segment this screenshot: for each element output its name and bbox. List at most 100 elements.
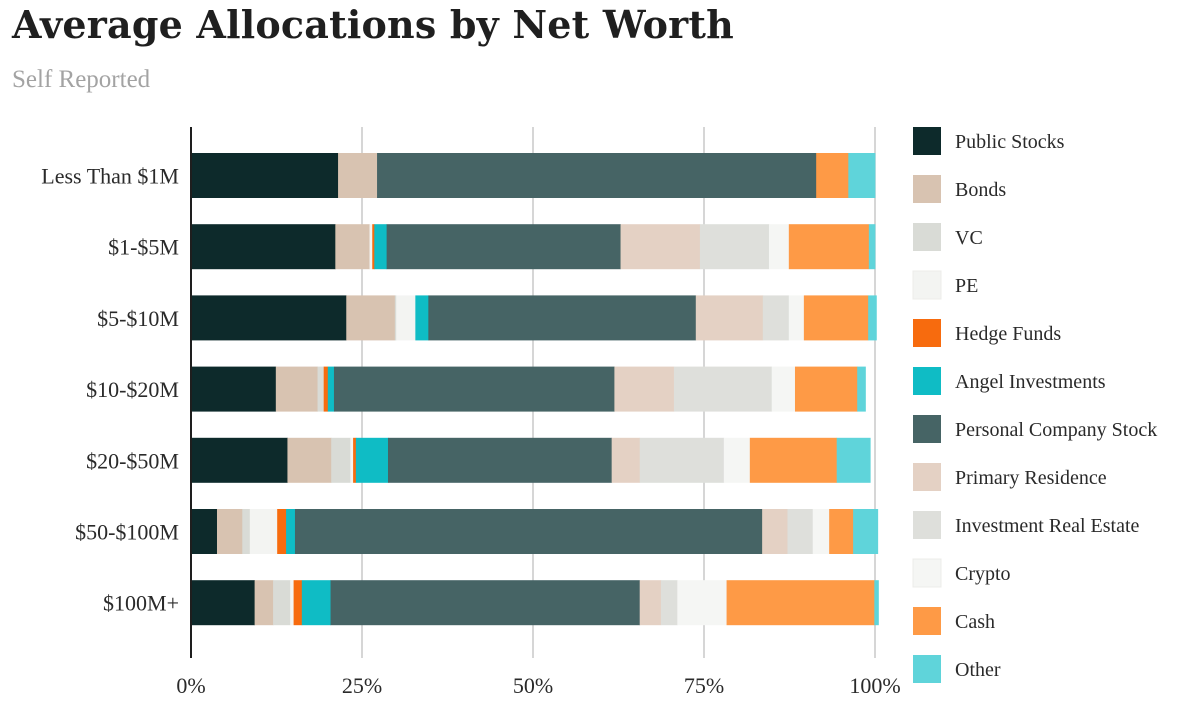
bar-segment: [331, 437, 351, 483]
bar-segment: [191, 509, 218, 554]
bar-segment: [369, 224, 373, 270]
bar-segment: [394, 295, 397, 341]
category-label: $100M+: [103, 591, 179, 616]
bar-segment: [216, 509, 243, 554]
x-tick-label: 75%: [684, 673, 724, 698]
category-label: $1-$5M: [108, 235, 179, 260]
bar-segment: [812, 509, 830, 554]
legend-label: Cash: [955, 611, 995, 633]
legend-label: Investment Real Estate: [955, 515, 1140, 537]
bar-segment: [726, 580, 875, 626]
bar-segment: [353, 437, 357, 483]
bar-segment: [377, 153, 817, 198]
x-tick-label: 50%: [513, 673, 553, 698]
legend-label: Angel Investments: [955, 371, 1106, 393]
bar-segment: [301, 580, 331, 626]
bar-segment: [191, 580, 256, 626]
bar-segment: [677, 580, 727, 626]
bar-segment: [787, 509, 814, 554]
bar-segment: [346, 295, 396, 341]
bar-segment: [788, 295, 805, 341]
x-tick-label: 25%: [342, 673, 382, 698]
bar-segment: [338, 153, 378, 198]
legend-swatch: [913, 175, 941, 203]
legend-swatch: [912, 558, 942, 588]
bar-segment: [868, 295, 877, 341]
category-label: $10-$20M: [86, 377, 179, 402]
bar-segment: [290, 580, 294, 626]
category-label: $50-$100M: [75, 520, 179, 545]
bar-segment: [803, 295, 869, 341]
legend-swatch: [913, 367, 941, 395]
legend-swatch: [912, 270, 942, 300]
category-label: Less Than $1M: [41, 164, 179, 189]
bar-segment: [386, 224, 621, 270]
bar-segment: [868, 224, 876, 270]
bar-segment: [287, 437, 332, 483]
bar-segment: [254, 580, 274, 626]
bar-segment: [293, 580, 303, 626]
legend-label: VC: [955, 227, 983, 249]
bar-segment: [277, 509, 287, 554]
bar-segment: [372, 224, 375, 270]
bar-segment: [355, 437, 389, 483]
bar-segment: [848, 153, 876, 198]
bar-segment: [428, 295, 697, 341]
legend-label: Other: [955, 659, 1001, 681]
legend-swatch: [913, 127, 941, 155]
bar-segment: [762, 509, 788, 554]
bar-segment: [191, 366, 277, 412]
bar-segment: [327, 366, 335, 412]
legend: Public Stocks Bonds VC PE Hedge Funds Angel I…: [912, 127, 1157, 683]
bar-segment: [294, 509, 763, 554]
bar-segment: [836, 437, 871, 483]
legend-label: Crypto: [955, 563, 1011, 585]
category-label: $5-$10M: [97, 306, 179, 331]
bar-segment: [762, 295, 790, 341]
bar-segment: [415, 295, 429, 341]
bar-segment: [620, 224, 701, 270]
legend-swatch: [913, 607, 941, 635]
legend-label: Public Stocks: [955, 131, 1065, 153]
axis-layer: 0% 25% 50% 75% 100% Less Than $1M $1-$5M $5-$10…: [41, 127, 901, 698]
legend-swatch: [913, 415, 941, 443]
bar-segment: [788, 224, 870, 270]
bar-segment: [768, 224, 790, 270]
bar-segment: [191, 295, 347, 341]
x-tick-label: 100%: [849, 673, 900, 698]
legend-swatch: [913, 511, 941, 539]
chart-title: Average Allocations by Net Worth: [12, 2, 734, 47]
bar-segment: [249, 509, 278, 554]
bar-segment: [191, 153, 339, 198]
bar-segment: [242, 509, 251, 554]
bar-segment: [829, 509, 854, 554]
bar-segment: [323, 366, 329, 412]
bar-segment: [749, 437, 838, 483]
bar-segment: [794, 366, 858, 412]
legend-label: Personal Company Stock: [955, 419, 1157, 441]
bar-segment: [874, 580, 879, 626]
x-tick-label: 0%: [176, 673, 205, 698]
legend-label: PE: [955, 275, 978, 297]
bar-segment: [387, 437, 613, 483]
bar-layer: [191, 153, 879, 626]
bar-segment: [639, 580, 662, 626]
bar-segment: [660, 580, 678, 626]
bar-segment: [695, 295, 764, 341]
legend-swatch: [913, 319, 941, 347]
legend-label: Hedge Funds: [955, 323, 1061, 345]
category-label: $20-$50M: [86, 448, 179, 473]
bar-segment: [286, 509, 296, 554]
bar-segment: [614, 366, 675, 412]
bar-segment: [853, 509, 879, 554]
bar-segment: [396, 295, 416, 341]
bar-segment: [639, 437, 725, 483]
legend-swatch: [913, 463, 941, 491]
bar-segment: [857, 366, 866, 412]
bar-segment: [699, 224, 770, 270]
chart-subtitle: Self Reported: [12, 66, 151, 93]
bar-segment: [330, 580, 641, 626]
bar-segment: [275, 366, 318, 412]
legend-swatch: [913, 223, 941, 251]
